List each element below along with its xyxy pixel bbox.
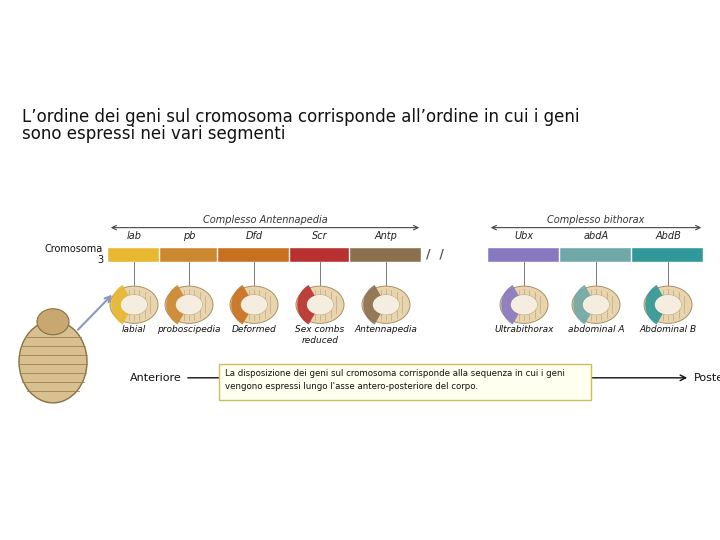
Ellipse shape: [582, 295, 609, 315]
Ellipse shape: [654, 295, 681, 315]
Wedge shape: [166, 285, 189, 325]
Text: AbdB: AbdB: [655, 231, 681, 241]
Text: /  /: / /: [426, 247, 444, 260]
Text: Ultrabithorax: Ultrabithorax: [494, 325, 554, 334]
Wedge shape: [645, 285, 668, 325]
Bar: [632, 248, 703, 262]
Ellipse shape: [373, 295, 399, 315]
FancyBboxPatch shape: [219, 364, 591, 400]
Ellipse shape: [510, 295, 537, 315]
Ellipse shape: [362, 286, 410, 323]
Bar: [560, 248, 631, 262]
Ellipse shape: [582, 295, 609, 315]
Bar: [218, 248, 289, 262]
Ellipse shape: [37, 309, 69, 335]
Wedge shape: [501, 285, 524, 325]
Ellipse shape: [121, 295, 147, 315]
Wedge shape: [231, 285, 254, 325]
Text: Colinerarità tra localizzazione cromosomica ed: Colinerarità tra localizzazione cromosom…: [66, 23, 654, 43]
Ellipse shape: [510, 295, 537, 315]
Bar: [108, 248, 159, 262]
Text: Anteriore: Anteriore: [130, 373, 182, 383]
Text: Abdominal B: Abdominal B: [639, 325, 696, 334]
Text: abdA: abdA: [583, 231, 608, 241]
Ellipse shape: [644, 286, 692, 323]
Ellipse shape: [373, 295, 399, 315]
Text: Antp: Antp: [374, 231, 397, 241]
Ellipse shape: [110, 286, 158, 323]
Text: L’ordine dei geni sul cromosoma corrisponde all’ordine in cui i geni: L’ordine dei geni sul cromosoma corrispo…: [22, 107, 580, 125]
Text: La disposizione dei geni sul cromosoma corrisponde alla sequenza in cui i geni
v: La disposizione dei geni sul cromosoma c…: [225, 369, 565, 390]
Text: Complesso Antennapedia: Complesso Antennapedia: [202, 214, 328, 225]
Wedge shape: [573, 285, 596, 325]
Ellipse shape: [307, 295, 333, 315]
Bar: [488, 248, 559, 262]
Ellipse shape: [307, 295, 333, 315]
Text: abdominal A: abdominal A: [568, 325, 624, 334]
Ellipse shape: [240, 295, 267, 315]
Text: Complesso bithorax: Complesso bithorax: [547, 214, 644, 225]
Text: sono espressi nei vari segmenti: sono espressi nei vari segmenti: [22, 125, 285, 143]
Ellipse shape: [19, 321, 87, 403]
Text: pb: pb: [183, 231, 195, 241]
Text: Deformed: Deformed: [232, 325, 276, 334]
Text: proboscipedia: proboscipedia: [157, 325, 221, 334]
Ellipse shape: [121, 295, 147, 315]
Wedge shape: [111, 285, 134, 325]
Ellipse shape: [500, 286, 548, 323]
Text: Ubx: Ubx: [514, 231, 534, 241]
Wedge shape: [363, 285, 386, 325]
Ellipse shape: [165, 286, 213, 323]
Text: Cromosoma
3: Cromosoma 3: [45, 244, 103, 266]
Text: Scr: Scr: [312, 231, 328, 241]
Bar: [290, 248, 349, 262]
Wedge shape: [297, 285, 320, 325]
Text: Posteriore: Posteriore: [694, 373, 720, 383]
Ellipse shape: [240, 295, 267, 315]
Text: Dfd: Dfd: [246, 231, 263, 241]
Text: Antennapedia: Antennapedia: [354, 325, 418, 334]
Text: lab: lab: [127, 231, 142, 241]
Bar: [160, 248, 217, 262]
Ellipse shape: [654, 295, 681, 315]
Ellipse shape: [296, 286, 344, 323]
Ellipse shape: [572, 286, 620, 323]
Ellipse shape: [230, 286, 278, 323]
Text: labial: labial: [122, 325, 146, 334]
Ellipse shape: [176, 295, 202, 315]
Text: Sex combs
reduced: Sex combs reduced: [295, 325, 345, 345]
Ellipse shape: [176, 295, 202, 315]
Bar: [350, 248, 421, 262]
Text: espressione nei segmenti: espressione nei segmenti: [199, 64, 521, 84]
